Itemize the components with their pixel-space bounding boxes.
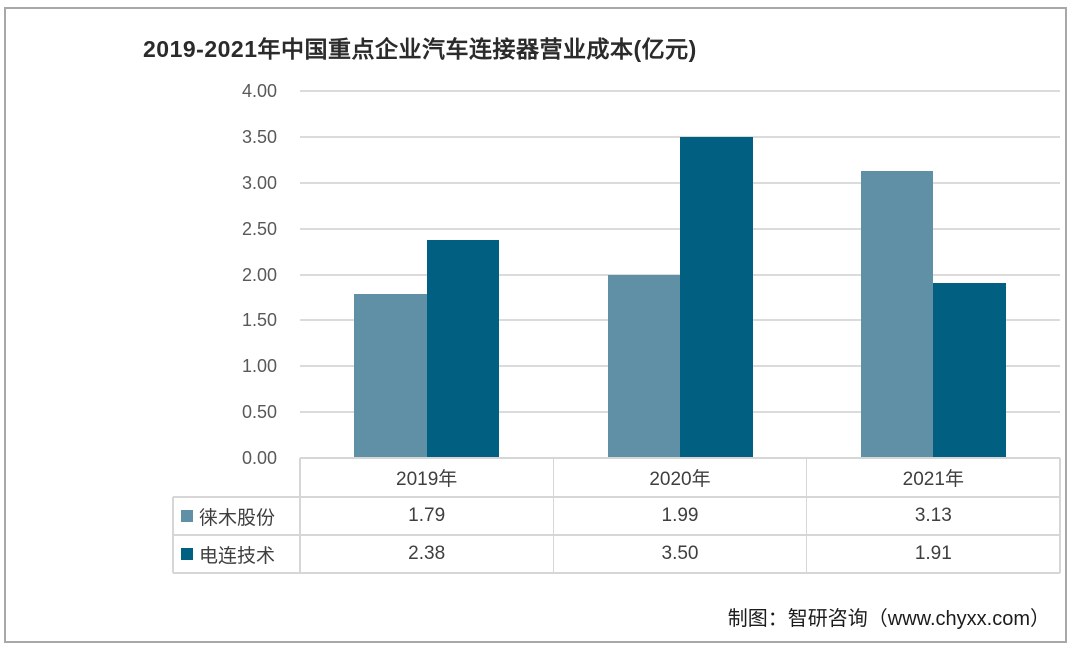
bar-徕木股份-2019年 <box>354 293 427 458</box>
y-axis-label: 1.00 <box>241 356 277 377</box>
y-axis-label: 2.00 <box>241 264 277 285</box>
chart-title: 2019-2021年中国重点企业汽车连接器营业成本(亿元) <box>143 36 697 62</box>
table-border-v <box>1059 458 1061 573</box>
attribution-text: 制图：智研咨询（www.chyxx.com） <box>727 608 1050 630</box>
chart-outer-border <box>4 7 1067 643</box>
table-border-h <box>300 457 1060 459</box>
y-axis-label: 2.50 <box>241 218 277 239</box>
table-border-h <box>173 572 1060 574</box>
y-axis-label: 4.00 <box>241 81 277 101</box>
table-header-2020年: 2020年 <box>649 469 711 490</box>
table-border-v <box>299 458 301 573</box>
table-border-v <box>805 458 808 573</box>
legend-series-name: 电连技术 <box>199 545 276 567</box>
legend-swatch <box>181 510 193 522</box>
table-value-电连技术-2021年: 1.91 <box>914 543 952 564</box>
bar-徕木股份-2020年 <box>607 275 680 458</box>
bar-电连技术-2019年 <box>426 239 500 458</box>
table-border-v <box>552 458 555 573</box>
bar-电连技术-2021年 <box>933 282 1006 458</box>
table-value-电连技术-2020年: 3.50 <box>661 543 699 564</box>
table-header-2021年: 2021年 <box>902 469 964 490</box>
y-axis-label: 3.50 <box>241 126 277 147</box>
legend-series-name: 徕木股份 <box>199 507 276 529</box>
table-border-h <box>173 534 1060 536</box>
gridline-y-4.00 <box>300 90 1060 92</box>
table-border-h <box>173 496 1060 498</box>
table-value-电连技术-2019年: 2.38 <box>408 543 446 564</box>
y-axis-label: 0.50 <box>241 402 277 423</box>
table-border-v <box>172 497 174 573</box>
table-header-2019年: 2019年 <box>396 469 458 490</box>
table-value-徕木股份-2020年: 1.99 <box>661 505 699 526</box>
legend-cell-电连技术: 电连技术 <box>173 535 300 573</box>
legend-cell-徕木股份: 徕木股份 <box>173 497 300 535</box>
table-value-徕木股份-2019年: 1.79 <box>408 505 446 526</box>
y-axis-label: 3.00 <box>241 172 277 193</box>
bar-电连技术-2020年 <box>680 136 753 458</box>
y-axis-label: 0.00 <box>241 448 277 468</box>
table-value-徕木股份-2021年: 3.13 <box>914 505 952 526</box>
legend-swatch <box>181 548 193 560</box>
y-axis-label: 1.50 <box>241 310 277 331</box>
bar-徕木股份-2021年 <box>860 170 934 458</box>
